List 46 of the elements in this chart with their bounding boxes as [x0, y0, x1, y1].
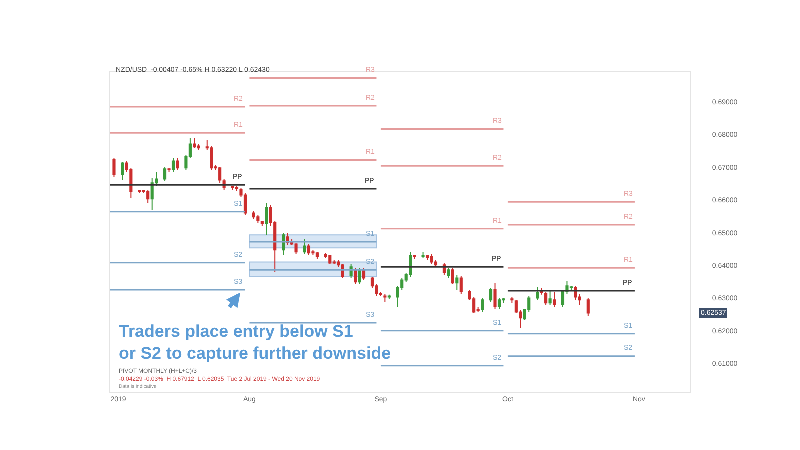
candlestick	[235, 186, 239, 192]
candlestick	[138, 190, 142, 194]
candlestick	[231, 186, 234, 190]
candlestick	[265, 202, 268, 236]
candlestick	[548, 290, 552, 306]
candlestick	[256, 214, 260, 224]
candlestick	[388, 294, 391, 300]
candlestick	[481, 298, 484, 313]
candlestick	[146, 190, 150, 204]
candlestick	[544, 291, 548, 306]
candlestick	[451, 268, 454, 285]
candlestick	[426, 254, 430, 260]
candlestick	[447, 268, 450, 279]
candlestick	[586, 298, 590, 317]
candlestick	[489, 288, 493, 303]
candlestick	[328, 254, 332, 265]
candlestick	[218, 166, 222, 184]
candlestick	[456, 274, 459, 291]
candlestick	[494, 282, 497, 310]
candlestick	[303, 238, 306, 255]
candlestick	[112, 157, 116, 178]
candlestick	[430, 254, 434, 265]
annotation: Traders place entry below S1 or S2 to capture further downside	[119, 322, 392, 364]
candlestick	[358, 268, 362, 285]
candlestick	[316, 252, 319, 260]
candlestick	[498, 298, 502, 310]
candlestick	[460, 275, 463, 294]
candlestick	[172, 157, 176, 173]
candlestick	[510, 296, 514, 304]
candlestick	[260, 220, 264, 226]
candlestick	[252, 210, 256, 220]
candlestick	[168, 168, 171, 173]
candlestick	[422, 252, 425, 258]
candlestick	[294, 242, 298, 255]
candlestick	[244, 192, 248, 216]
candlestick	[176, 157, 180, 171]
candlestick	[552, 291, 556, 308]
candlestick	[164, 166, 167, 182]
candlestick	[121, 162, 124, 181]
candlestick	[282, 232, 286, 256]
candlestick	[307, 244, 311, 256]
candlestick	[384, 293, 387, 303]
candlestick	[332, 259, 336, 265]
candlestick	[413, 254, 416, 260]
candlestick	[193, 138, 196, 149]
candlestick	[536, 286, 540, 301]
